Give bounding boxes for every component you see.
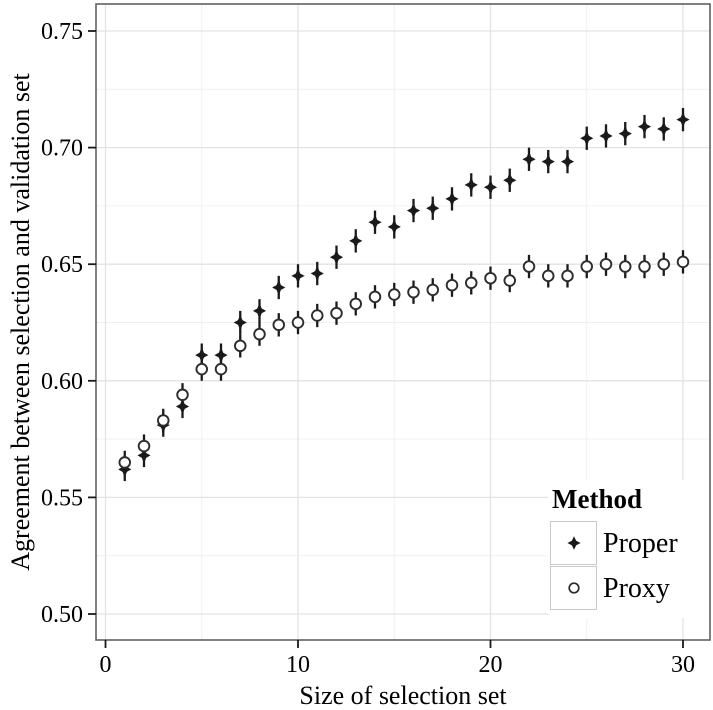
point-proper-5 <box>195 347 209 364</box>
point-proxy-20 <box>484 271 497 285</box>
y-axis-title: Agreement between selection and validati… <box>6 73 35 571</box>
legend-title: Method <box>552 484 642 514</box>
point-proper-11 <box>310 265 324 282</box>
point-proper-10 <box>291 267 305 284</box>
point-proxy-10 <box>291 316 305 329</box>
x-tick-label: 0 <box>100 652 112 678</box>
point-proxy-5 <box>195 362 208 376</box>
point-proxy-12 <box>330 306 343 320</box>
point-proper-15 <box>387 218 401 235</box>
legend-key-proper <box>550 521 597 565</box>
point-proper-23 <box>541 153 555 170</box>
point-proper-30 <box>676 111 690 128</box>
x-tick-label: 10 <box>286 652 310 678</box>
legend-key-proxy <box>550 566 597 610</box>
point-proxy-17 <box>426 283 440 297</box>
point-proxy-23 <box>542 269 555 283</box>
point-proper-20 <box>483 179 498 196</box>
point-proxy-1 <box>118 456 131 469</box>
point-proxy-24 <box>561 269 574 283</box>
point-proper-24 <box>560 153 575 170</box>
point-proper-27 <box>618 125 632 142</box>
point-proper-17 <box>426 200 440 217</box>
point-proper-21 <box>503 172 517 189</box>
y-tick-label: 0.60 <box>41 369 83 395</box>
y-tick-label: 0.50 <box>41 602 83 628</box>
point-proxy-11 <box>311 309 324 322</box>
point-proxy-25 <box>580 260 594 273</box>
y-tick-label: 0.65 <box>41 252 83 278</box>
point-proper-18 <box>445 190 459 207</box>
point-proper-22 <box>522 151 536 168</box>
point-proxy-27 <box>619 260 632 273</box>
point-proxy-29 <box>657 257 671 271</box>
point-proxy-15 <box>388 288 401 301</box>
point-proper-8 <box>252 302 267 319</box>
point-proper-9 <box>272 279 286 296</box>
circle-marker-icon <box>567 582 580 594</box>
x-tick-label: 30 <box>671 652 695 678</box>
point-proper-14 <box>368 214 382 231</box>
point-proxy-4 <box>176 388 189 402</box>
point-proxy-7 <box>233 339 247 353</box>
point-proxy-13 <box>349 297 363 311</box>
legend: Method Proper Proxy <box>548 480 709 618</box>
point-proxy-21 <box>503 274 517 287</box>
point-proxy-16 <box>407 285 420 299</box>
point-proper-28 <box>637 118 652 135</box>
legend-label-proper: Proper <box>603 528 678 559</box>
point-proxy-19 <box>465 276 478 290</box>
point-proxy-9 <box>272 318 286 332</box>
diamond-marker-icon <box>566 536 581 550</box>
point-proper-6 <box>214 347 228 364</box>
point-proxy-2 <box>137 439 151 453</box>
x-axis-title: Size of selection set <box>299 681 507 710</box>
point-proxy-14 <box>368 290 382 304</box>
y-tick-label: 0.55 <box>41 485 83 511</box>
point-proxy-3 <box>156 414 170 427</box>
point-proxy-28 <box>638 260 651 273</box>
point-proper-12 <box>329 249 344 266</box>
legend-label-proxy: Proxy <box>603 573 670 604</box>
point-proxy-6 <box>214 362 228 376</box>
point-proper-25 <box>580 130 594 147</box>
point-proper-29 <box>657 120 671 137</box>
point-proxy-8 <box>253 327 266 341</box>
point-proxy-22 <box>522 260 536 273</box>
point-proxy-30 <box>676 255 690 269</box>
y-tick-label: 0.75 <box>41 19 83 45</box>
point-proper-26 <box>599 127 613 144</box>
point-proper-16 <box>406 202 421 219</box>
x-tick-label: 20 <box>479 652 503 678</box>
panel-border <box>95 3 711 641</box>
y-tick-label: 0.70 <box>41 136 83 162</box>
point-proper-19 <box>464 176 478 193</box>
point-proxy-18 <box>445 278 459 292</box>
point-proper-13 <box>349 232 363 249</box>
point-proper-7 <box>233 314 247 331</box>
point-proxy-26 <box>599 257 613 271</box>
